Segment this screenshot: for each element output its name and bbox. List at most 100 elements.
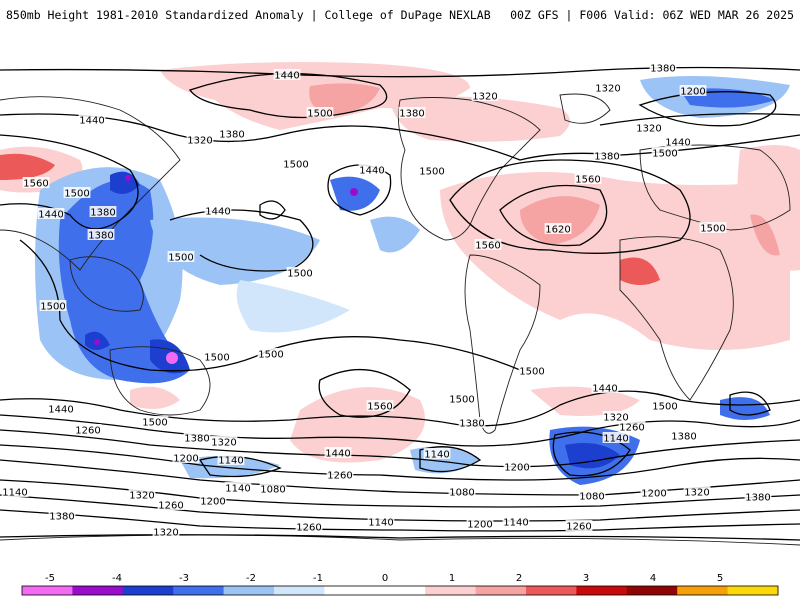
- contour-line: [19, 239, 521, 372]
- contour-label: 1080: [260, 485, 285, 496]
- anomaly-region-east-pacific-negative: [370, 216, 420, 253]
- contour-label-bg: [594, 82, 622, 93]
- contour-line: [0, 113, 800, 161]
- contour-label-bg: [172, 452, 200, 463]
- contour-label-bg: [358, 164, 386, 175]
- contour-label: 1620: [545, 225, 570, 236]
- contour-label-bg: [518, 365, 546, 376]
- contour-label-bg: [89, 206, 117, 217]
- contour-label-bg: [326, 469, 354, 480]
- colorbar-swatch: [72, 586, 124, 595]
- contour-label: 1320: [603, 413, 628, 424]
- colorbar-swatch: [475, 586, 527, 595]
- contour-label-bg: [224, 482, 252, 493]
- contour-label-bg: [47, 403, 75, 414]
- contour-line: [0, 414, 800, 447]
- contour-label: 1500: [700, 224, 725, 235]
- colorbar-swatch: [425, 586, 477, 595]
- contour-label: 1500: [168, 253, 193, 264]
- contour-label: 1380: [671, 432, 696, 443]
- contour-label: 1560: [475, 241, 500, 252]
- contour-label: 1500: [283, 160, 308, 171]
- contour-line: [259, 200, 286, 220]
- contour-label: 1200: [641, 489, 666, 500]
- map-title: 850mb Height 1981-2010 Standardized Anom…: [6, 8, 491, 22]
- contour-label-bg: [48, 510, 76, 521]
- asia-coastline: [0, 96, 181, 271]
- anomaly-region-africa-core: [620, 257, 660, 285]
- contour-line: [0, 534, 800, 541]
- contour-line: [449, 159, 691, 254]
- contour-label-bg: [458, 417, 486, 428]
- contour-label: 1380: [745, 493, 770, 504]
- contour-label: 1140: [218, 456, 243, 467]
- contour-label: 1500: [142, 418, 167, 429]
- anomaly-region-australia-extreme: [166, 352, 178, 364]
- contour-label-bg: [203, 351, 231, 362]
- south-america-coastline: [464, 254, 541, 434]
- contour-label: 1380: [49, 512, 74, 523]
- title-bar: 850mb Height 1981-2010 Standardized Anom…: [0, 0, 800, 40]
- colorbar-tick-label: 4: [650, 573, 656, 584]
- contour-label: 1440: [48, 405, 73, 416]
- colorbar-frame: [21, 585, 779, 596]
- contour-label-bg: [282, 158, 310, 169]
- antarctica-coastline: [0, 534, 800, 546]
- contour-label-bg: [199, 495, 227, 506]
- contour-label: 1500: [204, 353, 229, 364]
- contour-label-bg: [418, 165, 446, 176]
- contour-label-bg: [602, 411, 630, 422]
- anomaly-region-europe-positive: [737, 145, 800, 271]
- contour-label: 1080: [579, 492, 604, 503]
- colorbar-swatch: [274, 586, 325, 595]
- contour-label-bg: [423, 448, 451, 459]
- colorbar-swatch: [122, 586, 174, 595]
- contour-line: [0, 509, 800, 532]
- colorbar-tick-label: -5: [45, 573, 55, 584]
- anomaly-region-indian-ocean-positive: [130, 386, 180, 409]
- contour-label-bg: [186, 134, 214, 145]
- contour-label: 1500: [64, 189, 89, 200]
- contour-label-bg: [448, 393, 476, 404]
- negative-anomaly-areas: [35, 76, 790, 485]
- contour-label: 1440: [38, 210, 63, 221]
- colorbar-tick-label: -3: [179, 573, 189, 584]
- contour-label-bg: [204, 205, 232, 216]
- contour-line: [0, 66, 800, 78]
- africa-coastline: [619, 236, 734, 401]
- contour-label: 1380: [594, 152, 619, 163]
- contour-label: 1320: [684, 488, 709, 499]
- contour-line: [419, 446, 482, 473]
- contour-label: 1440: [665, 138, 690, 149]
- colorbar-tick-label: -4: [112, 573, 122, 584]
- anomaly-region-coral-sea-extreme: [94, 339, 100, 345]
- colorbar-tick-label: 2: [516, 573, 522, 584]
- contour-label-bg: [602, 432, 630, 443]
- colorbar-tick-label: 5: [717, 573, 723, 584]
- contour-label-bg: [502, 516, 530, 527]
- contour-label-bg: [471, 90, 499, 101]
- contour-label-bg: [157, 499, 185, 510]
- anomaly-region-europe-core: [750, 214, 780, 256]
- contour-label-bg: [257, 348, 285, 359]
- anomaly-region-south-atlantic-positive: [530, 386, 640, 416]
- anomaly-region-southern-ocean-core: [565, 442, 620, 469]
- contour-label: 1260: [158, 501, 183, 512]
- contour-label-bg: [565, 520, 593, 531]
- contour-label-bg: [744, 491, 772, 502]
- anomaly-region-japan-core: [110, 171, 140, 194]
- contour-label: 1200: [200, 497, 225, 508]
- contour-label-bg: [591, 382, 619, 393]
- colorbar-swatch: [727, 586, 779, 595]
- contour-line: [499, 184, 608, 247]
- contour-label-bg: [670, 430, 698, 441]
- contour-label: 1380: [90, 208, 115, 219]
- contour-label: 1320: [636, 124, 661, 135]
- colorbar-swatches: [22, 586, 779, 595]
- contour-label-bg: [651, 400, 679, 411]
- contour-label-bg: [306, 107, 334, 118]
- colorbar-swatch: [677, 586, 729, 595]
- colorbar-tick-label: -2: [246, 573, 256, 584]
